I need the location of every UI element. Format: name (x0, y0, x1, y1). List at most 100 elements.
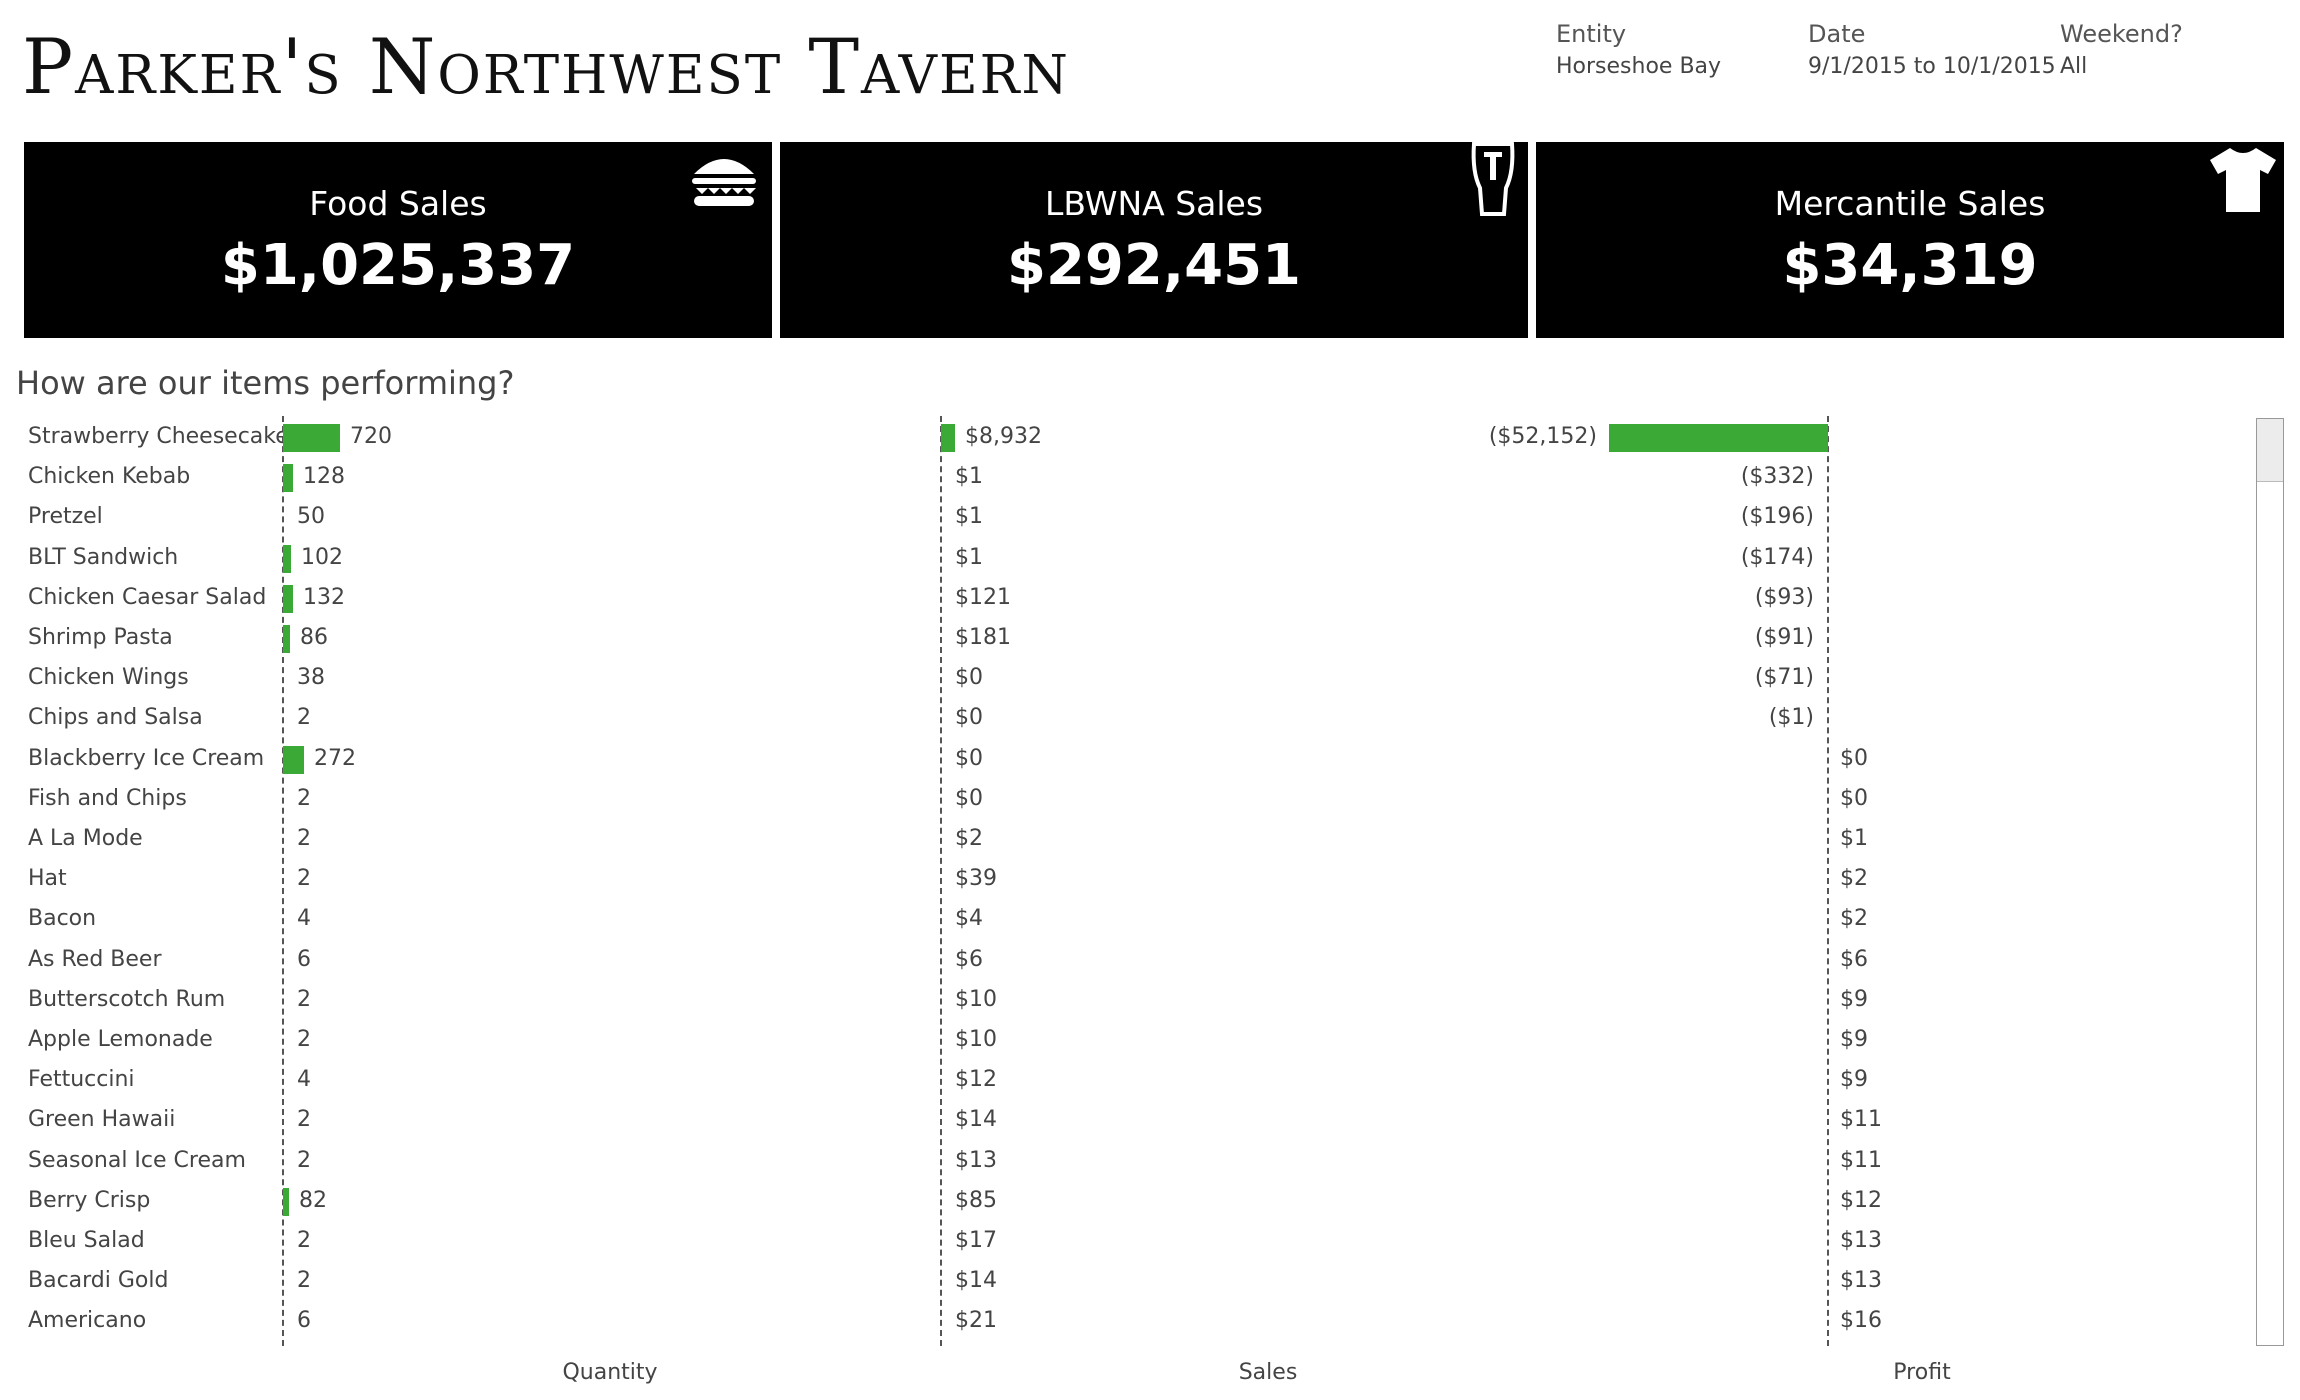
date-filter[interactable]: Date 9/1/2015 to 10/1/2015 (1808, 20, 2056, 79)
entity-filter-value: Horseshoe Bay (1556, 54, 1722, 79)
sales-label: $1 (955, 504, 983, 530)
table-row[interactable]: Chicken Wings 38 $0 ($71) (0, 659, 2240, 699)
quantity-bar[interactable] (283, 424, 340, 452)
quantity-label: 6 (297, 946, 311, 972)
kpi-food-sales: Food Sales $1,025,337 (24, 142, 772, 338)
sales-label: $121 (955, 584, 1011, 610)
date-filter-value: 9/1/2015 to 10/1/2015 (1808, 54, 2056, 79)
table-row[interactable]: Bleu Salad 2 $17 $13 (0, 1222, 2240, 1262)
table-row[interactable]: Fettuccini 4 $12 $9 (0, 1061, 2240, 1101)
quantity-label: 38 (297, 665, 325, 691)
profit-label: ($196) (1740, 504, 1814, 530)
table-row[interactable]: Blackberry Ice Cream 272 $0 $0 (0, 740, 2240, 780)
sales-label: $10 (955, 1027, 997, 1052)
quantity-label: 2 (297, 986, 311, 1012)
profit-bar[interactable] (1609, 424, 1828, 452)
sales-label: $14 (955, 1107, 997, 1133)
item-name: Strawberry Cheesecake (28, 424, 289, 449)
table-row[interactable]: Chicken Caesar Salad 132 $121 ($93) (0, 579, 2240, 619)
sales-label: $1 (955, 464, 983, 490)
item-name: Bleu Salad (28, 1228, 145, 1253)
weekend-filter-label: Weekend? (2060, 20, 2183, 48)
sales-bar[interactable] (941, 424, 955, 452)
table-row[interactable]: Bacon 4 $4 $2 (0, 900, 2240, 940)
quantity-bar[interactable] (283, 745, 304, 774)
table-row[interactable]: Hat 2 $39 $2 (0, 860, 2240, 900)
sales-label: $21 (955, 1308, 997, 1334)
sales-label: $85 (955, 1187, 997, 1213)
sales-label: $14 (955, 1268, 997, 1294)
quantity-bar[interactable] (283, 625, 290, 653)
table-row[interactable]: Apple Lemonade 2 $10 $9 (0, 1021, 2240, 1061)
table-row[interactable]: As Red Beer 6 $6 $6 (0, 941, 2240, 981)
quantity-label: 102 (301, 544, 343, 570)
burger-icon (692, 159, 756, 206)
sales-label: $0 (955, 665, 983, 691)
table-row[interactable]: BLT Sandwich 102 $1 ($174) (0, 539, 2240, 579)
quantity-bar[interactable] (283, 1187, 289, 1216)
sales-label: $17 (955, 1228, 997, 1253)
profit-label: $9 (1840, 1067, 1868, 1093)
quantity-label: 4 (297, 1067, 311, 1093)
section-title: How are our items performing? (16, 364, 515, 402)
profit-label: $9 (1840, 986, 1868, 1012)
quantity-label: 2 (297, 1268, 311, 1294)
profit-label: $2 (1840, 906, 1868, 932)
items-chart: Strawberry Cheesecake 720 $8,932 ($52,152) C… (0, 416, 2240, 1346)
weekend-filter[interactable]: Weekend? All (2060, 20, 2183, 79)
profit-label: $13 (1840, 1228, 1882, 1253)
quantity-bar[interactable] (283, 464, 293, 493)
entity-filter[interactable]: Entity Horseshoe Bay (1556, 20, 1721, 79)
sales-label: $181 (955, 625, 1011, 650)
sales-label: $0 (955, 705, 983, 731)
item-name: Bacardi Gold (28, 1268, 169, 1294)
quantity-label: 272 (314, 745, 356, 771)
table-row[interactable]: Chicken Kebab 128 $1 ($332) (0, 458, 2240, 498)
sales-label: $13 (955, 1147, 997, 1173)
profit-label: $11 (1840, 1107, 1882, 1133)
profit-label: $0 (1840, 785, 1868, 811)
page-title: Parker's Northwest Tavern (22, 22, 1070, 111)
item-name: As Red Beer (28, 946, 162, 972)
sales-axis-label: Sales (1238, 1360, 1298, 1385)
table-row[interactable]: Butterscotch Rum 2 $10 $9 (0, 981, 2240, 1021)
item-name: Bacon (28, 906, 97, 932)
kpi-value: $292,451 (1006, 233, 1302, 298)
table-row[interactable]: Strawberry Cheesecake 720 $8,932 ($52,152) (0, 418, 2240, 458)
table-row[interactable]: A La Mode 2 $2 $1 (0, 820, 2240, 860)
profit-label: $11 (1840, 1147, 1882, 1173)
table-row[interactable]: Pretzel 50 $1 ($196) (0, 498, 2240, 538)
table-row[interactable]: Fish and Chips 2 $0 $0 (0, 780, 2240, 820)
table-row[interactable]: Bacardi Gold 2 $14 $13 (0, 1262, 2240, 1302)
table-row[interactable]: Chips and Salsa 2 $0 ($1) (0, 699, 2240, 739)
kpi-value: $1,025,337 (220, 233, 576, 298)
scrollbar-thumb[interactable] (2257, 419, 2283, 482)
quantity-bar[interactable] (283, 544, 291, 573)
quantity-bar[interactable] (283, 584, 293, 613)
profit-label: ($71) (1754, 665, 1814, 691)
profit-label: $0 (1840, 745, 1868, 771)
item-name: Pretzel (28, 504, 103, 530)
quantity-axis-label: Quantity (562, 1360, 658, 1385)
quantity-label: 2 (297, 1228, 311, 1253)
item-name: Butterscotch Rum (28, 986, 226, 1012)
sales-label: $8,932 (965, 424, 1042, 449)
table-row[interactable]: Seasonal Ice Cream 2 $13 $11 (0, 1142, 2240, 1182)
profit-label: ($93) (1754, 584, 1814, 610)
profit-axis-label: Profit (1893, 1360, 1951, 1385)
table-row[interactable]: Berry Crisp 82 $85 $12 (0, 1182, 2240, 1222)
table-row[interactable]: Americano 6 $21 $16 (0, 1302, 2240, 1342)
profit-label: ($332) (1740, 464, 1814, 490)
kpi-mercantile-sales: Mercantile Sales $34,319 (1536, 142, 2284, 338)
scrollbar[interactable] (2256, 418, 2284, 1346)
sales-axis (940, 416, 942, 1346)
kpi-value: $34,319 (1782, 233, 2038, 298)
item-name: Seasonal Ice Cream (28, 1147, 246, 1173)
entity-filter-label: Entity (1556, 20, 1627, 48)
item-name: Blackberry Ice Cream (28, 745, 265, 771)
sales-label: $12 (955, 1067, 997, 1093)
table-row[interactable]: Shrimp Pasta 86 $181 ($91) (0, 619, 2240, 659)
table-row[interactable]: Green Hawaii 2 $14 $11 (0, 1101, 2240, 1141)
quantity-label: 50 (297, 504, 325, 530)
quantity-axis (282, 416, 284, 1346)
